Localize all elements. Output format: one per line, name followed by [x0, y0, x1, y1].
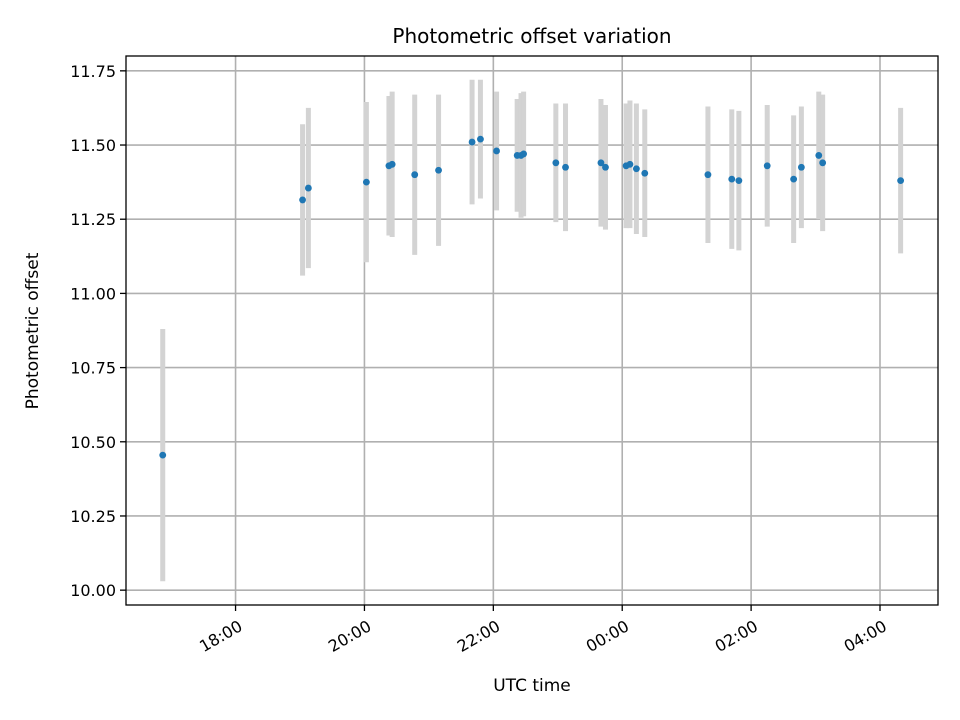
y-tick-label: 11.50 — [70, 136, 116, 155]
data-point — [797, 163, 805, 171]
x-axis-label: UTC time — [493, 676, 571, 696]
plot-frame — [125, 55, 939, 606]
data-point — [602, 163, 609, 171]
data-point — [159, 451, 167, 459]
data-point — [388, 160, 396, 168]
data-point — [735, 177, 743, 185]
y-tick-label: 10.75 — [70, 359, 116, 378]
data-point — [815, 152, 823, 159]
data-point — [304, 184, 312, 192]
data-point — [562, 163, 569, 171]
data-point — [897, 177, 905, 185]
data-point — [704, 171, 712, 179]
data-point — [819, 159, 827, 167]
y-tick-label: 11.25 — [70, 210, 116, 229]
y-tick-label: 10.50 — [70, 433, 116, 452]
data-point — [633, 165, 640, 173]
data-point — [626, 160, 634, 168]
point-layer — [159, 135, 905, 459]
data-point — [362, 178, 370, 186]
data-point — [763, 162, 771, 170]
data-point — [520, 150, 528, 158]
data-point — [299, 196, 306, 204]
data-point — [728, 175, 736, 183]
y-axis-label: Photometric offset — [23, 252, 43, 409]
data-point — [597, 159, 605, 167]
chart-title: Photometric offset variation — [392, 24, 671, 48]
data-point — [468, 138, 476, 146]
grid-layer — [126, 56, 938, 605]
data-point — [790, 175, 798, 183]
data-point — [641, 169, 649, 177]
y-tick-label: 10.00 — [70, 581, 116, 600]
data-point — [493, 147, 500, 155]
data-point — [477, 135, 484, 143]
y-tick-label: 11.00 — [70, 284, 116, 303]
y-tick-label: 11.75 — [70, 62, 116, 81]
data-point — [435, 166, 442, 174]
y-tick-label: 10.25 — [70, 507, 116, 526]
data-point — [552, 159, 560, 167]
data-point — [411, 171, 419, 179]
